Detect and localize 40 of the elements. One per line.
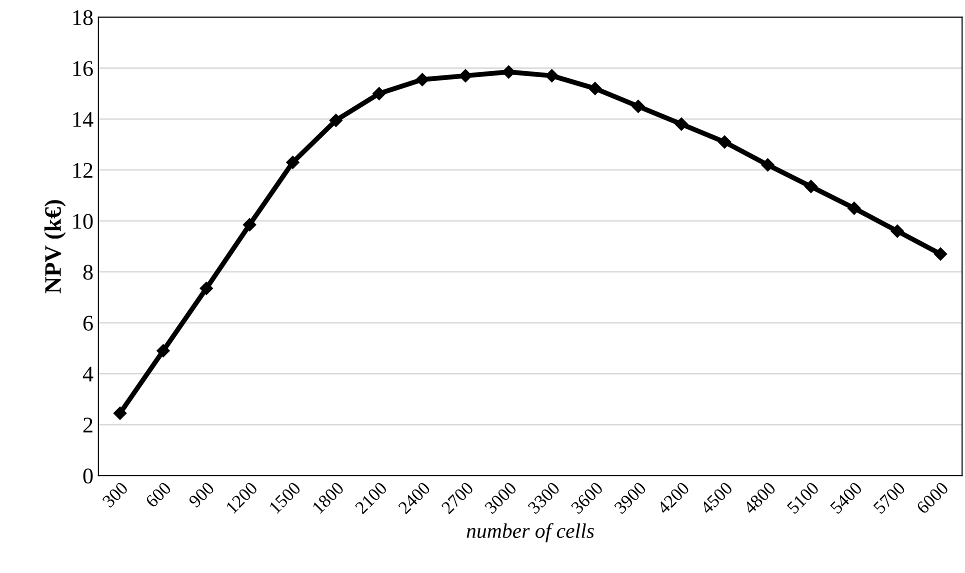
y-tick-label: 4 (82, 366, 94, 382)
x-tick-label: 900 (188, 481, 215, 508)
point (674, 118, 688, 131)
point (329, 114, 343, 127)
x-axis-title: number of cells (466, 523, 594, 542)
y-tick-label: 12 (73, 162, 92, 178)
y-tick-label: 18 (73, 10, 93, 26)
point (372, 87, 386, 100)
y-tick-label: 0 (83, 468, 93, 484)
x-tick-label: 4200 (656, 481, 690, 515)
point (156, 344, 170, 358)
point (242, 218, 256, 232)
y-tick-label: 16 (73, 61, 93, 76)
x-tick-label: 4800 (742, 481, 776, 515)
point (458, 69, 472, 82)
point (934, 247, 948, 261)
point (848, 202, 861, 215)
point (804, 180, 818, 194)
point (286, 156, 300, 169)
x-tick-label: 6000 (916, 481, 950, 514)
y-tick-label: 6 (83, 316, 93, 331)
point (761, 158, 774, 172)
y-tick-label: 10 (73, 214, 93, 229)
point (588, 82, 602, 96)
x-tick-label: 600 (144, 481, 172, 508)
x-tick-label: 1200 (226, 481, 258, 514)
x-tick-label: 300 (102, 481, 129, 508)
y-tick-label: 2 (83, 418, 92, 432)
y-axis-title: NPV (k€) (44, 200, 66, 294)
point (416, 72, 429, 86)
point (113, 406, 127, 420)
point (545, 69, 558, 82)
point (890, 224, 904, 238)
point (718, 135, 732, 149)
y-tick-label: 8 (83, 264, 93, 280)
point (502, 65, 516, 79)
x-tick-label: 4500 (700, 481, 734, 515)
y-tick-label: 14 (73, 112, 94, 127)
point (200, 282, 213, 295)
point (632, 100, 645, 113)
